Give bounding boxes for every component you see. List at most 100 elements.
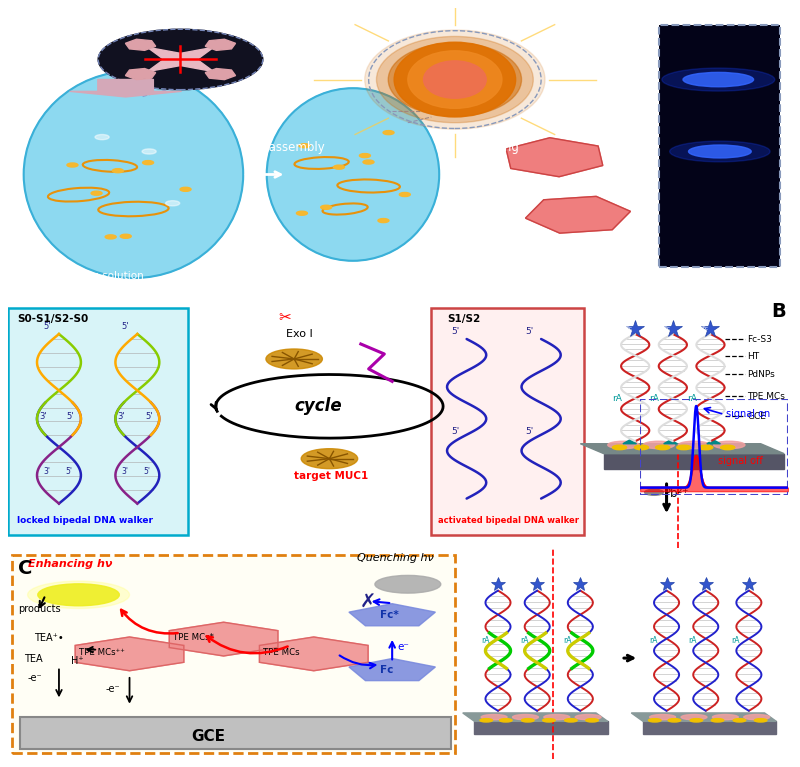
Ellipse shape <box>394 42 516 117</box>
Circle shape <box>105 235 116 239</box>
Text: TPE MCs: TPE MCs <box>500 272 547 281</box>
Text: 5': 5' <box>66 466 72 476</box>
Circle shape <box>334 165 345 170</box>
Text: 3': 3' <box>43 466 50 476</box>
Text: B: B <box>771 301 786 321</box>
Circle shape <box>480 719 493 722</box>
Text: PL imaging: PL imaging <box>658 272 721 281</box>
FancyBboxPatch shape <box>12 555 455 753</box>
Circle shape <box>363 160 374 164</box>
Text: Enhancing hν: Enhancing hν <box>27 559 112 569</box>
Text: TPE in THF: TPE in THF <box>67 12 130 25</box>
Text: S1/S2: S1/S2 <box>447 314 480 324</box>
Text: 3': 3' <box>39 412 47 421</box>
Text: 5': 5' <box>526 327 534 336</box>
Text: GCE: GCE <box>747 413 766 421</box>
Circle shape <box>586 719 598 722</box>
Text: locked bipedal DNA walker: locked bipedal DNA walker <box>18 516 154 525</box>
Text: Exo I: Exo I <box>286 328 313 338</box>
Text: -e⁻: -e⁻ <box>106 684 121 694</box>
Text: Fc: Fc <box>381 665 394 675</box>
Circle shape <box>112 169 123 173</box>
Circle shape <box>27 581 130 608</box>
Circle shape <box>668 719 681 722</box>
FancyArrowPatch shape <box>70 80 181 97</box>
FancyBboxPatch shape <box>20 717 451 749</box>
Text: GCE: GCE <box>191 729 225 745</box>
Text: TPE MCs: TPE MCs <box>747 393 785 401</box>
Text: Fc-S3: Fc-S3 <box>747 335 772 344</box>
Circle shape <box>721 445 734 449</box>
Text: TPE MCs⁺⁺: TPE MCs⁺⁺ <box>78 648 125 657</box>
Ellipse shape <box>643 441 674 449</box>
Circle shape <box>95 134 109 140</box>
Polygon shape <box>631 713 776 721</box>
Ellipse shape <box>423 61 486 98</box>
Text: CTAB aqueous solution: CTAB aqueous solution <box>24 272 143 281</box>
Text: 5': 5' <box>451 327 459 336</box>
Circle shape <box>754 719 767 722</box>
Text: signal on: signal on <box>726 409 770 419</box>
Ellipse shape <box>575 715 601 719</box>
Ellipse shape <box>377 36 534 123</box>
Polygon shape <box>462 713 608 721</box>
Text: 5': 5' <box>146 412 153 421</box>
Circle shape <box>321 206 332 209</box>
Ellipse shape <box>713 715 738 719</box>
Circle shape <box>383 130 394 135</box>
Text: 5': 5' <box>43 322 50 331</box>
Circle shape <box>634 445 649 449</box>
FancyArrow shape <box>174 57 214 71</box>
Ellipse shape <box>24 71 243 278</box>
Circle shape <box>142 160 154 165</box>
Circle shape <box>613 445 626 449</box>
Text: washing: washing <box>470 141 519 154</box>
Circle shape <box>359 153 370 157</box>
Ellipse shape <box>714 441 745 449</box>
Text: 5': 5' <box>451 426 459 436</box>
Ellipse shape <box>670 141 770 162</box>
Text: products: products <box>18 604 61 614</box>
Text: S0-S1/S2-S0: S0-S1/S2-S0 <box>18 314 89 324</box>
Ellipse shape <box>302 449 358 469</box>
FancyBboxPatch shape <box>8 308 188 535</box>
Text: 5': 5' <box>526 426 534 436</box>
Text: rA: rA <box>612 394 622 403</box>
Ellipse shape <box>608 441 639 449</box>
Circle shape <box>375 575 441 593</box>
Text: rA: rA <box>481 637 490 645</box>
Text: TPE MCs*: TPE MCs* <box>173 633 214 642</box>
Text: ✂: ✂ <box>278 310 291 324</box>
Circle shape <box>542 719 555 722</box>
Polygon shape <box>580 443 784 454</box>
Ellipse shape <box>681 715 707 719</box>
Circle shape <box>698 445 713 449</box>
Text: Quenching hν: Quenching hν <box>357 553 434 563</box>
Circle shape <box>142 149 156 154</box>
Text: rA: rA <box>650 394 659 403</box>
Circle shape <box>733 719 746 722</box>
Ellipse shape <box>513 715 538 719</box>
Circle shape <box>711 719 724 722</box>
Text: A: A <box>22 22 36 41</box>
Text: self-assembly: self-assembly <box>244 141 325 154</box>
Text: 5': 5' <box>67 412 74 421</box>
Text: Pb²⁺: Pb²⁺ <box>664 487 690 500</box>
Circle shape <box>690 719 702 722</box>
FancyArrow shape <box>147 48 187 62</box>
Text: 5': 5' <box>122 322 129 331</box>
Circle shape <box>120 234 131 239</box>
Ellipse shape <box>689 145 751 158</box>
Circle shape <box>166 201 180 206</box>
Polygon shape <box>474 721 608 734</box>
Circle shape <box>649 719 661 722</box>
Text: C: C <box>18 558 33 578</box>
Circle shape <box>297 211 307 216</box>
Circle shape <box>98 29 262 90</box>
Ellipse shape <box>388 43 522 117</box>
Ellipse shape <box>678 441 710 449</box>
Text: Fc*: Fc* <box>381 610 399 620</box>
Text: TPE MCs: TPE MCs <box>262 648 299 657</box>
Text: rA: rA <box>650 637 658 645</box>
Text: 5': 5' <box>144 466 150 476</box>
